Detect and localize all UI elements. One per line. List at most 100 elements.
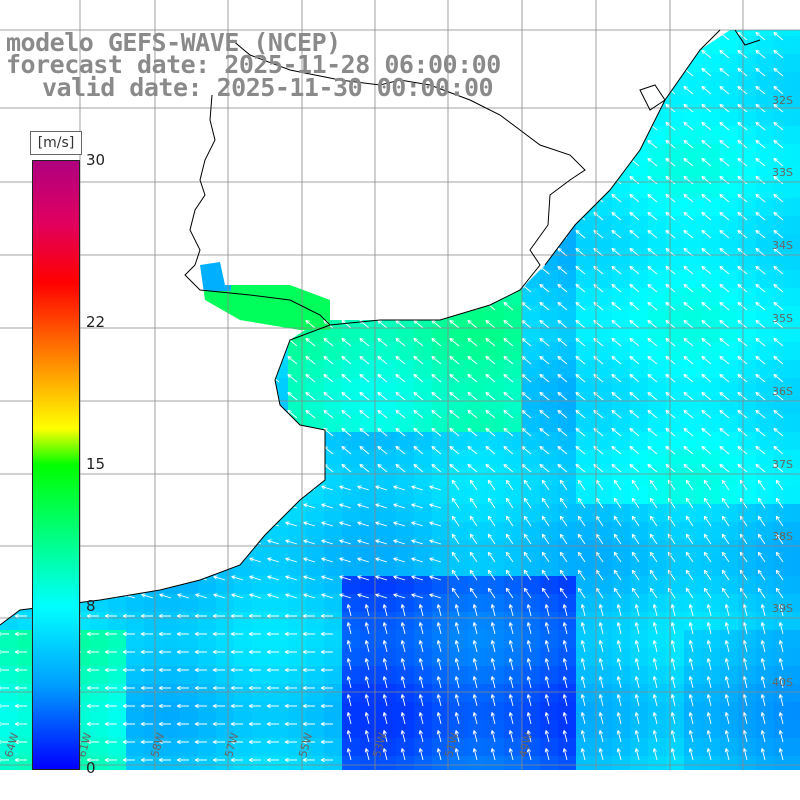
wind-arrow bbox=[575, 301, 586, 311]
wind-arrow bbox=[649, 569, 658, 581]
wind-arrow bbox=[757, 497, 766, 509]
wind-cell bbox=[774, 270, 793, 289]
wind-cell bbox=[522, 30, 541, 37]
wind-cell bbox=[0, 288, 19, 307]
wind-arrow bbox=[541, 569, 550, 581]
wind-cell bbox=[792, 450, 800, 469]
wind-arrow bbox=[539, 265, 550, 275]
wind-cell bbox=[324, 612, 343, 631]
wind-arrow bbox=[467, 337, 478, 347]
wind-cell bbox=[720, 270, 739, 289]
wind-arrow bbox=[158, 739, 171, 745]
wind-cell bbox=[252, 792, 271, 800]
wind-cell bbox=[249, 273, 268, 292]
wind-cell bbox=[342, 0, 361, 19]
wind-cell bbox=[612, 234, 631, 253]
wind-arrow bbox=[773, 265, 784, 275]
wind-cell bbox=[342, 522, 361, 541]
wind-arrow bbox=[194, 721, 207, 727]
wind-arrow bbox=[611, 175, 622, 185]
wind-cell bbox=[504, 54, 523, 73]
wind-cell bbox=[648, 0, 667, 19]
wind-arrow bbox=[647, 265, 658, 275]
wind-cell bbox=[738, 90, 757, 109]
wind-cell bbox=[756, 288, 775, 307]
wind-arrow bbox=[122, 631, 135, 637]
wind-cell bbox=[558, 216, 577, 235]
wind-arrow bbox=[778, 712, 784, 725]
wind-cell bbox=[684, 234, 703, 253]
wind-arrow bbox=[701, 427, 712, 437]
wind-cell bbox=[468, 432, 487, 451]
wind-cell bbox=[756, 612, 775, 631]
wind-arrow bbox=[357, 485, 370, 491]
wind-cell bbox=[594, 30, 613, 37]
wind-cell bbox=[522, 702, 541, 721]
wind-arrow bbox=[557, 301, 568, 311]
wind-cell bbox=[504, 216, 523, 235]
wind-cell bbox=[522, 342, 541, 361]
wind-cell bbox=[252, 666, 271, 685]
wind-arrow bbox=[176, 649, 189, 655]
wind-cell bbox=[54, 792, 73, 800]
wind-arrow bbox=[287, 391, 298, 401]
wind-arrow bbox=[773, 427, 784, 437]
wind-cell bbox=[198, 360, 217, 379]
wind-cell bbox=[216, 630, 235, 649]
wind-cell bbox=[54, 108, 73, 127]
wind-cell bbox=[216, 576, 235, 595]
wind-arrow bbox=[719, 157, 730, 167]
wind-cell bbox=[702, 30, 721, 37]
wind-arrow bbox=[418, 712, 424, 725]
wind-arrow bbox=[364, 730, 370, 743]
wind-cell bbox=[414, 558, 433, 577]
wind-arrow bbox=[613, 569, 622, 581]
wind-cell bbox=[702, 342, 721, 361]
wind-cell bbox=[216, 162, 235, 181]
wind-arrow bbox=[559, 533, 568, 545]
wind-arrow bbox=[526, 712, 532, 725]
wind-cell bbox=[594, 72, 613, 91]
wind-cell bbox=[540, 756, 559, 770]
wind-cell bbox=[540, 360, 559, 379]
wind-arrow bbox=[683, 463, 694, 473]
wind-arrow bbox=[631, 551, 640, 563]
wind-cell bbox=[450, 666, 469, 685]
wind-cell bbox=[162, 450, 181, 469]
wind-arrow bbox=[580, 676, 586, 689]
wind-cell bbox=[126, 234, 145, 253]
wind-cell bbox=[792, 720, 800, 739]
wind-cell bbox=[288, 234, 307, 253]
wind-cell bbox=[180, 522, 199, 541]
wind-cell bbox=[200, 273, 214, 292]
wind-arrow bbox=[757, 479, 766, 491]
wind-cell bbox=[666, 216, 685, 235]
wind-arrow bbox=[449, 427, 460, 437]
wind-cell bbox=[450, 162, 469, 181]
wind-arrow bbox=[724, 730, 730, 743]
wind-arrow bbox=[485, 463, 496, 473]
wind-cell bbox=[0, 792, 19, 800]
wind-arrow bbox=[14, 721, 27, 727]
wind-arrow bbox=[629, 301, 640, 311]
wind-cell bbox=[234, 720, 253, 739]
wind-arrow bbox=[562, 712, 568, 725]
wind-cell bbox=[306, 792, 325, 800]
wind-arrow bbox=[755, 283, 766, 293]
wind-cell bbox=[234, 738, 253, 757]
wind-cell bbox=[144, 486, 163, 505]
wind-cell bbox=[198, 792, 217, 800]
wind-arrow bbox=[523, 551, 532, 563]
wind-arrow bbox=[487, 533, 496, 545]
wind-cell bbox=[360, 162, 379, 181]
wind-cell bbox=[648, 216, 667, 235]
wind-arrow bbox=[454, 730, 460, 743]
wind-cell bbox=[306, 180, 325, 199]
wind-arrow bbox=[575, 337, 586, 347]
wind-arrow bbox=[598, 748, 604, 761]
wind-arrow bbox=[616, 604, 622, 617]
wind-cell bbox=[234, 360, 253, 379]
wind-cell bbox=[108, 702, 127, 721]
wind-cell bbox=[756, 72, 775, 91]
wind-arrow bbox=[773, 211, 784, 221]
